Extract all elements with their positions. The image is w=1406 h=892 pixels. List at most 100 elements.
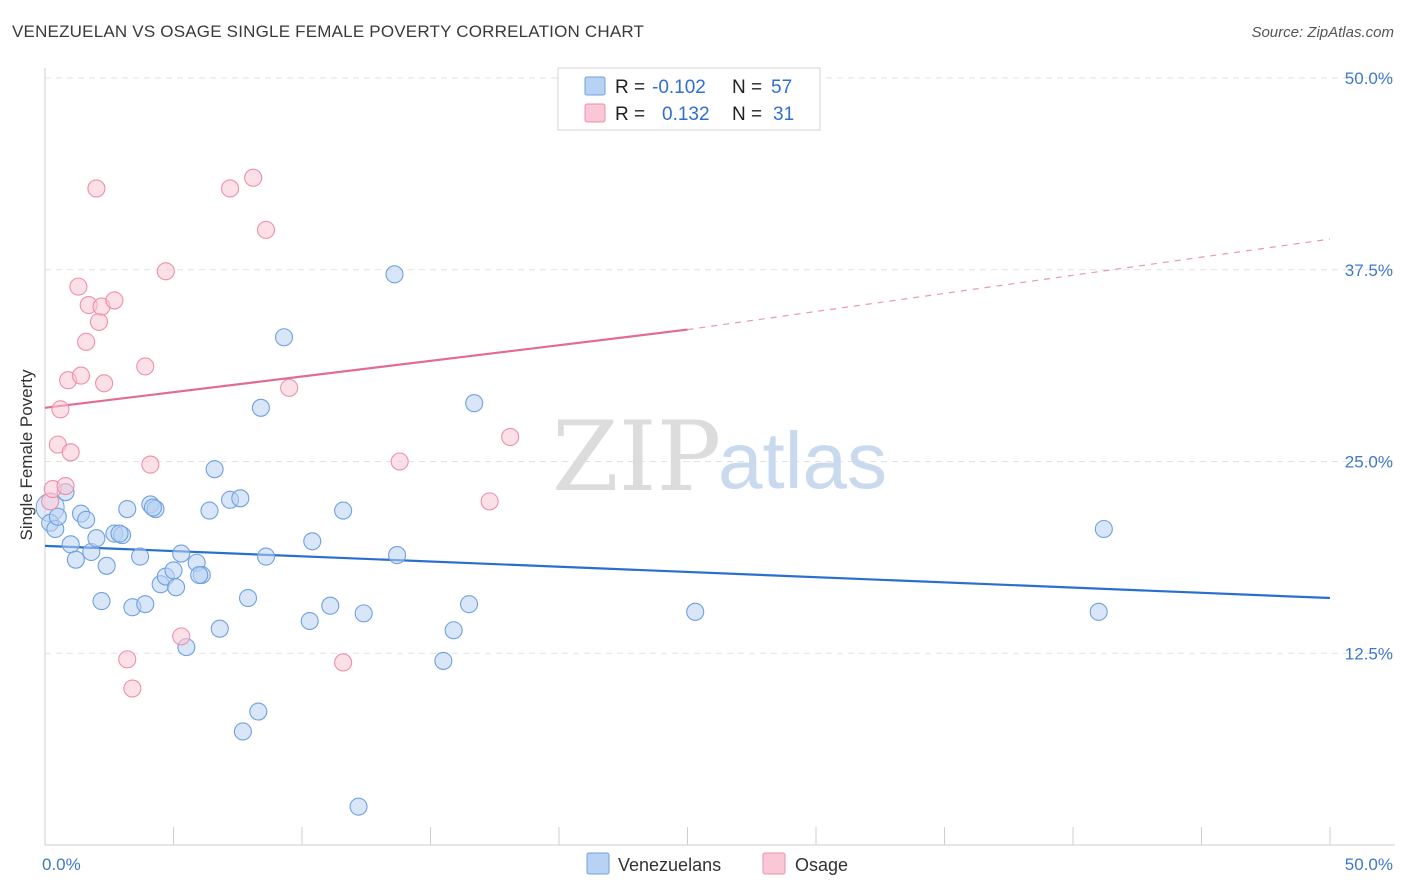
point-venezuelans	[1094, 519, 1113, 539]
point-osage	[141, 455, 160, 474]
watermark: ZIP atlas	[552, 401, 887, 513]
grid-lines	[45, 77, 1395, 654]
point-osage	[220, 179, 240, 198]
point-venezuelans	[164, 561, 183, 580]
point-osage	[334, 653, 353, 672]
trend-line-osage-extension	[687, 238, 1331, 331]
legend-swatch-venezuelans	[584, 76, 606, 96]
chart-source: Source: ZipAtlas.com	[1251, 24, 1394, 41]
watermark-atlas: atlas	[718, 416, 887, 505]
point-osage	[56, 476, 75, 496]
point-venezuelans	[48, 507, 67, 526]
legend-swatch-osage	[584, 103, 606, 123]
point-venezuelans	[334, 501, 353, 520]
point-osage	[172, 627, 191, 646]
point-osage	[118, 650, 137, 669]
y-tick-label: 25.0%	[1345, 453, 1393, 472]
legend-r-value-1: -0.102	[652, 77, 706, 98]
data-points	[35, 68, 1113, 816]
trend-line-venezuelans	[44, 544, 1331, 600]
legend-r-label-2: R =	[615, 104, 645, 125]
y-axis-label: Single Female Poverty	[17, 369, 36, 541]
chart-title: VENEZUELAN VS OSAGE SINGLE FEMALE POVERT…	[12, 22, 645, 41]
point-venezuelans	[200, 501, 219, 520]
point-venezuelans	[385, 265, 404, 284]
watermark-zip: ZIP	[552, 401, 721, 513]
point-venezuelans	[205, 460, 224, 479]
legend-n-value-1: 57	[771, 77, 792, 98]
y-tick-label: 50.0%	[1345, 69, 1393, 88]
point-osage	[280, 378, 299, 397]
point-osage	[77, 332, 96, 351]
point-venezuelans	[87, 529, 106, 548]
bottom-legend-osage: Osage	[795, 855, 848, 875]
point-osage	[105, 291, 124, 310]
point-osage	[69, 277, 88, 296]
point-osage	[480, 492, 499, 511]
point-venezuelans	[210, 619, 229, 638]
point-venezuelans	[77, 510, 96, 529]
x-tick-label: 0.0%	[42, 855, 81, 874]
point-osage	[136, 357, 155, 376]
bottom-legend-venezuelans: Venezuelans	[618, 855, 721, 875]
point-venezuelans	[143, 498, 162, 517]
point-osage	[123, 679, 142, 698]
point-venezuelans	[686, 602, 705, 621]
point-venezuelans	[167, 578, 186, 597]
point-osage	[87, 179, 106, 198]
point-venezuelans	[97, 556, 116, 575]
point-venezuelans	[300, 611, 319, 631]
axes	[44, 68, 1395, 846]
point-venezuelans	[303, 532, 322, 551]
point-osage	[61, 443, 80, 462]
x-tick-labels: 0.0% 50.0%	[42, 855, 1393, 874]
point-venezuelans	[238, 588, 258, 608]
y-tick-labels: 12.5% 25.0% 37.5% 50.0%	[1345, 69, 1393, 663]
y-tick-label: 37.5%	[1345, 261, 1393, 280]
point-venezuelans	[465, 394, 484, 413]
trend-line-osage	[44, 328, 688, 409]
point-osage	[51, 400, 70, 419]
bottom-legend: Venezuelans Osage	[586, 852, 848, 875]
legend-r-value-2: 0.132	[662, 104, 710, 125]
point-venezuelans	[274, 328, 294, 347]
point-venezuelans	[118, 500, 137, 519]
point-osage	[256, 220, 276, 239]
point-venezuelans	[136, 595, 155, 614]
y-tick-label: 12.5%	[1345, 644, 1393, 663]
point-venezuelans	[388, 546, 407, 565]
point-osage	[390, 452, 409, 471]
point-venezuelans	[459, 595, 479, 614]
point-osage	[95, 374, 114, 393]
point-venezuelans	[131, 547, 150, 566]
point-venezuelans	[444, 621, 463, 640]
x-tick-label: 50.0%	[1345, 855, 1393, 874]
point-venezuelans	[321, 596, 340, 615]
point-venezuelans	[190, 565, 209, 585]
point-osage	[244, 168, 263, 187]
point-venezuelans	[354, 604, 373, 623]
point-venezuelans	[1089, 602, 1108, 621]
point-venezuelans	[251, 398, 270, 417]
point-venezuelans	[256, 547, 276, 566]
point-venezuelans	[231, 489, 250, 508]
point-osage	[156, 262, 175, 281]
legend-n-label-2: N =	[732, 104, 762, 125]
legend-r-label-1: R =	[615, 77, 645, 98]
point-venezuelans	[110, 524, 129, 543]
point-venezuelans	[66, 550, 85, 569]
legend-n-label-1: N =	[732, 77, 762, 98]
bottom-legend-swatch-osage	[762, 852, 786, 875]
legend-n-value-2: 31	[773, 104, 794, 125]
point-venezuelans	[61, 535, 80, 554]
point-osage	[89, 312, 109, 331]
point-venezuelans	[434, 651, 453, 670]
legend: R = -0.102 N = 57 R = 0.132 N = 31	[557, 67, 821, 131]
point-venezuelans	[349, 797, 368, 816]
point-venezuelans	[172, 544, 191, 563]
point-venezuelans	[233, 722, 252, 741]
bottom-legend-swatch-venezuelans	[586, 852, 610, 875]
point-osage	[71, 366, 91, 385]
point-venezuelans	[249, 702, 268, 721]
